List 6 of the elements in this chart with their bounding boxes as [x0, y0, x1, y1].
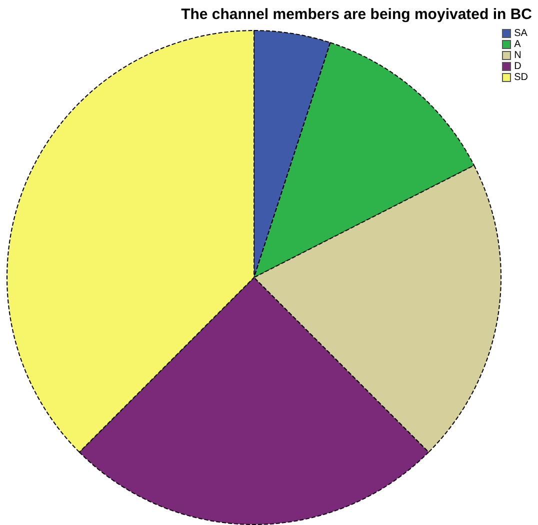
- chart-title: The channel members are being moyivated in BC: [181, 6, 532, 23]
- legend-label: SD: [514, 72, 528, 83]
- legend-label: D: [514, 61, 522, 72]
- legend-label: A: [514, 39, 521, 50]
- legend-label: SA: [514, 28, 528, 39]
- legend-label: N: [514, 50, 522, 61]
